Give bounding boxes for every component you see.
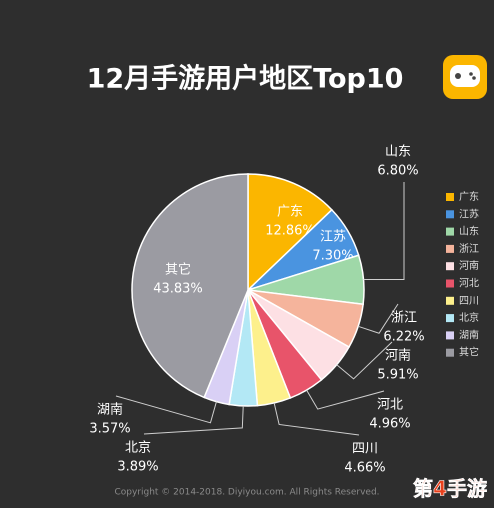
legend-label: 河南 xyxy=(459,259,479,272)
legend-label: 四川 xyxy=(459,296,479,307)
slice-value-label: 12.86% xyxy=(265,224,315,239)
slice-value-label: 4.66% xyxy=(344,461,385,476)
leader-line xyxy=(115,395,217,424)
chart-title: 12月手游用户地区Top10 xyxy=(87,63,404,95)
legend-label: 北京 xyxy=(459,311,479,324)
leader-line xyxy=(143,405,244,435)
slice-label: 四川 xyxy=(352,442,378,457)
slice-label: 河北 xyxy=(377,398,403,413)
leader-line xyxy=(363,182,405,281)
slice-value-label: 6.80% xyxy=(377,164,418,179)
legend-label: 湖南 xyxy=(459,328,479,341)
legend-swatch xyxy=(446,314,454,323)
leader-line xyxy=(306,389,385,410)
slice-value-label: 43.83% xyxy=(153,282,203,297)
legend-swatch xyxy=(446,331,454,340)
slice-value-label: 4.96% xyxy=(369,417,410,432)
slice-label: 河南 xyxy=(385,348,411,364)
footer: Copyright © 2014-2018. Diyiyou.com. All … xyxy=(114,488,379,498)
slice-value-label: 6.22% xyxy=(383,330,424,345)
legend-label: 浙江 xyxy=(459,243,479,255)
slice-value-label: 3.57% xyxy=(89,422,130,437)
legend-swatch xyxy=(446,244,454,253)
legend-swatch xyxy=(446,296,454,305)
legend-label: 山东 xyxy=(459,225,479,238)
legend-label: 河北 xyxy=(459,278,479,290)
slice-label: 广东 xyxy=(277,205,303,220)
app-icon xyxy=(443,55,487,99)
legend-swatch xyxy=(446,348,454,357)
slice-label: 浙江 xyxy=(391,311,417,326)
legend-swatch xyxy=(446,262,454,271)
slice-value-label: 3.89% xyxy=(117,460,158,475)
slice-label: 山东 xyxy=(385,145,411,160)
slice-value-label: 5.91% xyxy=(377,368,418,383)
leader-line xyxy=(273,402,360,436)
slice-label: 湖南 xyxy=(97,402,123,418)
legend-label: 其它 xyxy=(459,346,479,359)
watermark: 第4手游 xyxy=(413,477,487,501)
slice-label: 北京 xyxy=(125,441,151,456)
legend-swatch xyxy=(446,210,454,219)
legend-swatch xyxy=(446,279,454,288)
legend-label: 广东 xyxy=(459,190,479,203)
legend-swatch xyxy=(446,227,454,236)
pie-slice xyxy=(247,173,333,292)
legend-label: 江苏 xyxy=(459,207,479,220)
pie-slice xyxy=(131,173,249,399)
slice-label: 其它 xyxy=(165,262,191,278)
legend-swatch xyxy=(446,193,454,201)
leader-line xyxy=(358,303,399,334)
leader-line xyxy=(336,341,393,380)
slice-label: 江苏 xyxy=(320,229,346,245)
